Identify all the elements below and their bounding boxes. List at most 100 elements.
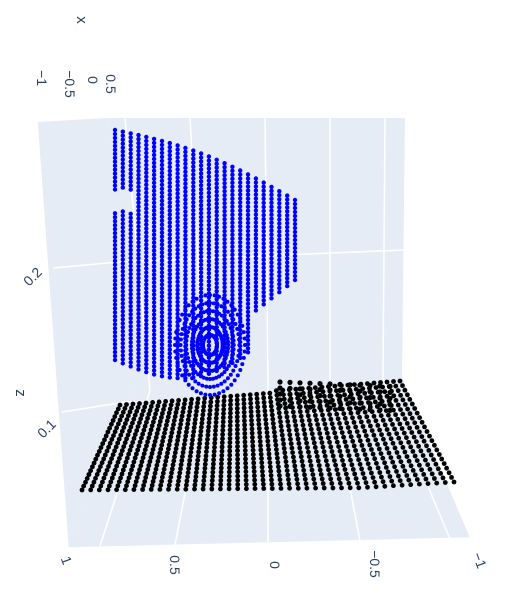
data-point <box>293 423 299 428</box>
data-point <box>251 456 256 462</box>
data-point <box>269 184 274 190</box>
data-point <box>222 245 227 250</box>
data-point <box>269 188 274 194</box>
data-point <box>203 392 208 397</box>
data-point <box>269 296 274 301</box>
data-point <box>243 465 249 470</box>
data-point <box>291 454 296 460</box>
data-point <box>261 192 266 197</box>
data-point <box>136 204 141 209</box>
data-point <box>343 471 349 477</box>
data-point <box>238 287 243 293</box>
data-point <box>139 459 145 465</box>
data-point <box>320 481 326 486</box>
data-point <box>217 311 222 316</box>
y-tick-label: −0.5 <box>367 550 383 578</box>
data-point <box>292 245 298 251</box>
data-point <box>89 483 95 489</box>
data-point <box>167 406 173 412</box>
data-point <box>253 184 259 189</box>
data-point <box>321 449 327 455</box>
data-point <box>136 232 141 237</box>
data-point <box>314 454 320 459</box>
data-point <box>107 440 113 446</box>
data-point <box>167 291 172 297</box>
data-point <box>159 358 165 363</box>
data-point <box>292 201 298 207</box>
data-point <box>136 343 141 348</box>
data-point <box>222 370 227 374</box>
data-point <box>214 277 219 282</box>
data-point <box>180 454 185 459</box>
data-point <box>359 466 364 472</box>
data-point <box>249 418 254 423</box>
data-point <box>167 260 172 265</box>
data-point <box>159 178 165 183</box>
grid-line-vertical <box>264 117 269 386</box>
data-point <box>277 273 282 279</box>
data-point <box>234 414 240 420</box>
data-point <box>127 428 132 434</box>
data-point <box>282 450 288 456</box>
data-point <box>134 451 139 457</box>
data-point <box>214 169 219 174</box>
data-point <box>167 184 172 189</box>
data-point <box>167 287 172 293</box>
data-point <box>198 203 204 208</box>
data-point <box>206 275 212 280</box>
data-point <box>241 405 247 411</box>
data-point <box>175 227 180 232</box>
data-point <box>173 349 178 354</box>
data-point <box>184 478 190 484</box>
data-point <box>167 224 172 229</box>
data-point <box>128 320 133 325</box>
data-point <box>144 214 149 219</box>
data-point <box>317 381 323 387</box>
data-point <box>183 233 188 238</box>
data-point <box>270 421 276 426</box>
data-point <box>96 449 102 454</box>
data-point <box>128 316 133 321</box>
data-point <box>277 237 282 242</box>
data-point <box>115 440 121 446</box>
data-point <box>112 322 118 327</box>
data-point <box>396 473 401 479</box>
data-point <box>292 249 298 255</box>
data-point <box>313 449 319 455</box>
data-point <box>144 443 149 449</box>
data-point <box>197 441 203 447</box>
data-point <box>275 455 280 461</box>
data-point <box>149 451 155 456</box>
data-point <box>238 272 243 277</box>
data-point <box>207 407 213 413</box>
data-point <box>307 422 313 428</box>
data-point <box>412 406 418 411</box>
data-point <box>387 389 393 395</box>
data-point <box>273 442 279 448</box>
data-point <box>395 416 401 422</box>
data-point <box>159 350 165 355</box>
data-point <box>151 192 157 197</box>
data-point <box>159 258 165 263</box>
data-point <box>388 436 394 442</box>
data-point <box>136 359 141 364</box>
data-point <box>128 364 133 369</box>
data-point <box>210 469 216 475</box>
data-point <box>198 254 204 259</box>
data-point <box>136 335 141 340</box>
data-point <box>221 407 227 412</box>
data-point <box>241 392 247 398</box>
data-point <box>230 224 235 229</box>
data-point <box>285 272 290 277</box>
data-point <box>103 433 109 439</box>
data-point <box>184 429 189 435</box>
data-point <box>100 441 106 446</box>
data-point <box>124 436 129 442</box>
data-point <box>245 188 251 193</box>
data-point <box>120 337 126 342</box>
data-point <box>308 426 314 432</box>
data-point <box>230 200 235 205</box>
data-point <box>348 434 354 440</box>
data-point <box>269 240 274 245</box>
